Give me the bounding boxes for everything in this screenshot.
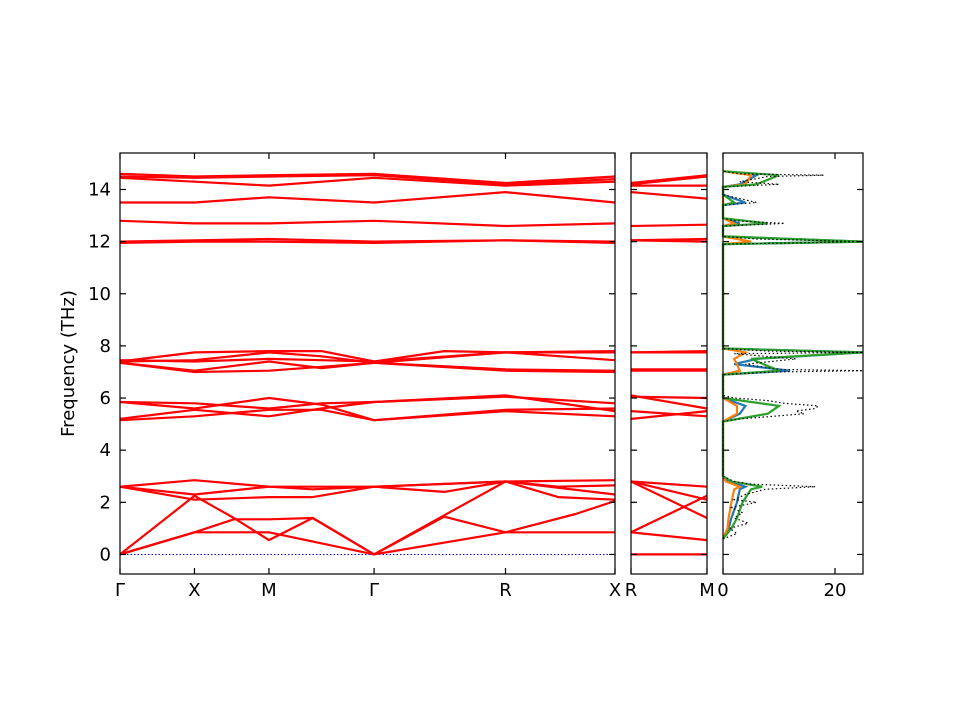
phonon-band bbox=[630, 480, 708, 488]
phonon-band bbox=[119, 174, 616, 186]
phonon-band bbox=[119, 219, 616, 228]
phonon-band bbox=[119, 361, 616, 374]
phonon-band bbox=[119, 394, 616, 420]
kpoint-label: R bbox=[625, 580, 638, 601]
phonon-band bbox=[120, 191, 616, 204]
phonon-band bbox=[119, 176, 616, 187]
kpoint-label: R bbox=[499, 580, 512, 601]
y-tick-label: 0 bbox=[100, 544, 111, 565]
y-tick-label: 8 bbox=[100, 336, 111, 357]
phonon-band bbox=[119, 479, 616, 496]
phonon-band bbox=[630, 480, 708, 501]
band-panel-frame bbox=[119, 152, 616, 575]
kpoint-label: Γ bbox=[115, 580, 125, 601]
phonon-band bbox=[119, 172, 616, 185]
phonon-band bbox=[630, 395, 708, 400]
y-tick-label: 12 bbox=[88, 232, 111, 253]
band-panel-main: 0 2 4 6 8 10 12 14 Γ X M Γ R X bbox=[88, 152, 621, 601]
kpoint-label: M bbox=[699, 580, 715, 601]
phonon-band bbox=[119, 237, 616, 243]
phonon-band bbox=[119, 396, 616, 422]
phonon-band bbox=[630, 191, 708, 200]
phonon-band bbox=[119, 351, 616, 363]
phonon-band bbox=[119, 395, 616, 410]
phonon-band bbox=[630, 175, 708, 186]
phonon-band bbox=[119, 499, 616, 556]
phonon-band bbox=[119, 360, 616, 372]
kpoint-label: Γ bbox=[369, 580, 379, 601]
dos-panel-frame bbox=[722, 152, 864, 575]
dos-x-tick-label: 20 bbox=[824, 580, 847, 601]
y-tick-label: 2 bbox=[100, 492, 111, 513]
kpoint-label: X bbox=[188, 580, 200, 601]
partial-dos-curve bbox=[721, 170, 864, 540]
phonon-band bbox=[630, 223, 708, 228]
y-axis-label: Frequency (THz) bbox=[58, 290, 79, 437]
phonon-band bbox=[630, 410, 708, 420]
phonon-band bbox=[630, 494, 708, 534]
kpoint-label: X bbox=[609, 580, 621, 601]
y-tick-label: 4 bbox=[100, 440, 111, 461]
phonon-band bbox=[630, 410, 708, 418]
phonon-band bbox=[630, 350, 708, 354]
dos-x-tick-label: 0 bbox=[717, 580, 728, 601]
phonon-band bbox=[119, 408, 616, 422]
band-panel-frame bbox=[630, 152, 708, 575]
y-tick-label: 6 bbox=[100, 388, 111, 409]
phonon-band bbox=[119, 479, 616, 488]
dos-panel: 0 20 bbox=[717, 152, 864, 601]
y-tick-label: 10 bbox=[88, 284, 111, 305]
partial-dos-curve bbox=[721, 170, 753, 540]
phonon-band bbox=[630, 531, 708, 542]
phonon-band bbox=[630, 480, 708, 519]
y-tick-label: 14 bbox=[88, 179, 111, 200]
phonon-band bbox=[119, 480, 616, 556]
phonon-band bbox=[630, 237, 708, 242]
kpoint-label: M bbox=[261, 580, 277, 601]
phonon-band bbox=[630, 174, 708, 185]
total-dos-curve bbox=[722, 170, 864, 540]
